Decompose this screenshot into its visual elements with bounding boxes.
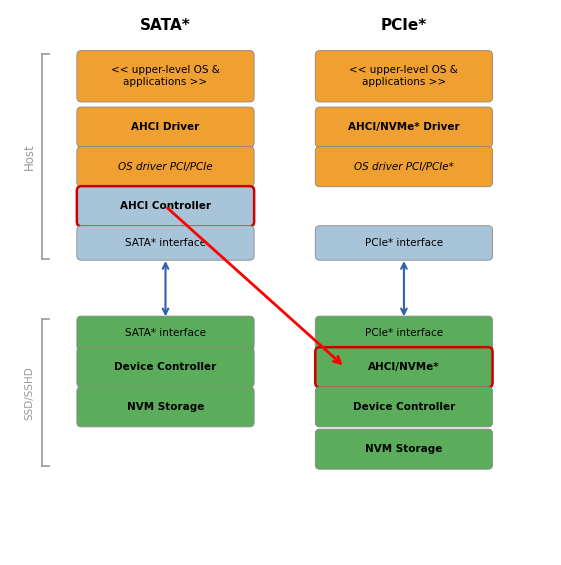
Text: NVM Storage: NVM Storage bbox=[365, 444, 443, 454]
FancyBboxPatch shape bbox=[77, 316, 254, 350]
FancyBboxPatch shape bbox=[315, 51, 493, 102]
FancyBboxPatch shape bbox=[77, 225, 254, 260]
Text: PCIe* interface: PCIe* interface bbox=[365, 238, 443, 248]
Text: PCIe* interface: PCIe* interface bbox=[365, 328, 443, 338]
Text: SATA*: SATA* bbox=[140, 18, 191, 33]
FancyBboxPatch shape bbox=[77, 147, 254, 186]
FancyBboxPatch shape bbox=[77, 51, 254, 102]
Text: SATA* interface: SATA* interface bbox=[125, 238, 206, 248]
Text: NVM Storage: NVM Storage bbox=[127, 402, 204, 412]
FancyBboxPatch shape bbox=[77, 347, 254, 388]
Text: OS driver PCI/PCIe*: OS driver PCI/PCIe* bbox=[354, 162, 454, 172]
Text: AHCI/NVMe* Driver: AHCI/NVMe* Driver bbox=[348, 122, 459, 132]
Text: AHCI/NVMe*: AHCI/NVMe* bbox=[368, 362, 440, 372]
Text: << upper-level OS &
applications >>: << upper-level OS & applications >> bbox=[350, 66, 458, 87]
FancyBboxPatch shape bbox=[77, 386, 254, 427]
FancyBboxPatch shape bbox=[77, 107, 254, 147]
FancyBboxPatch shape bbox=[315, 225, 493, 260]
FancyBboxPatch shape bbox=[315, 316, 493, 350]
Text: Device Controller: Device Controller bbox=[114, 362, 217, 372]
FancyBboxPatch shape bbox=[315, 429, 493, 469]
FancyBboxPatch shape bbox=[77, 186, 254, 226]
Text: PCIe*: PCIe* bbox=[381, 18, 427, 33]
FancyBboxPatch shape bbox=[315, 386, 493, 427]
Text: SSD/SSHD: SSD/SSHD bbox=[25, 366, 35, 420]
Text: Host: Host bbox=[23, 143, 36, 170]
Text: Device Controller: Device Controller bbox=[353, 402, 455, 412]
FancyBboxPatch shape bbox=[315, 347, 493, 388]
FancyBboxPatch shape bbox=[315, 107, 493, 147]
Text: AHCI Controller: AHCI Controller bbox=[120, 201, 211, 211]
Text: AHCI Driver: AHCI Driver bbox=[131, 122, 200, 132]
Text: SATA* interface: SATA* interface bbox=[125, 328, 206, 338]
Text: << upper-level OS &
applications >>: << upper-level OS & applications >> bbox=[111, 66, 220, 87]
FancyBboxPatch shape bbox=[315, 147, 493, 186]
Text: OS driver PCI/PCIe: OS driver PCI/PCIe bbox=[118, 162, 213, 172]
